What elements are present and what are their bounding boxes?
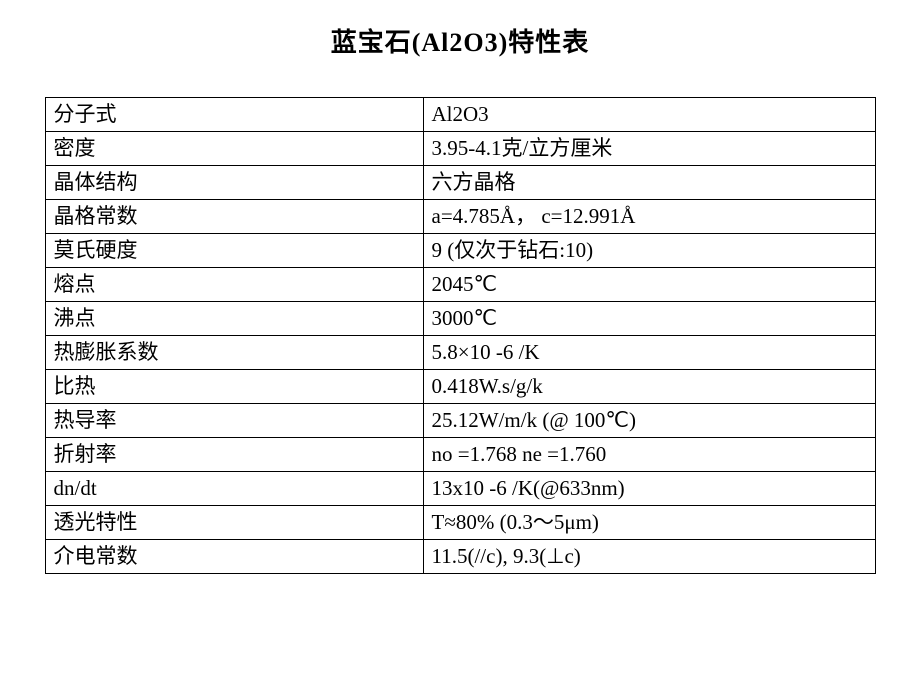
- prop-value: 3000℃: [423, 302, 875, 336]
- page-title: 蓝宝石(Al2O3)特性表: [0, 22, 920, 59]
- table-row: 莫氏硬度 9 (仅次于钻石:10): [45, 234, 875, 268]
- prop-label: 熔点: [45, 268, 423, 302]
- prop-label: dn/dt: [45, 472, 423, 506]
- prop-value: Al2O3: [423, 98, 875, 132]
- table-row: 热膨胀系数 5.8×10 -6 /K: [45, 336, 875, 370]
- table-row: 晶格常数 a=4.785Å， c=12.991Å: [45, 200, 875, 234]
- table-row: 密度 3.95-4.1克/立方厘米: [45, 132, 875, 166]
- prop-label: 晶体结构: [45, 166, 423, 200]
- prop-label: 透光特性: [45, 506, 423, 540]
- prop-value: 六方晶格: [423, 166, 875, 200]
- prop-label: 密度: [45, 132, 423, 166]
- table-row: 晶体结构 六方晶格: [45, 166, 875, 200]
- prop-label: 分子式: [45, 98, 423, 132]
- prop-label: 莫氏硬度: [45, 234, 423, 268]
- table-row: 折射率 no =1.768 ne =1.760: [45, 438, 875, 472]
- prop-value: 11.5(//c), 9.3(⊥c): [423, 540, 875, 574]
- table-row: 分子式 Al2O3: [45, 98, 875, 132]
- prop-label: 折射率: [45, 438, 423, 472]
- prop-label: 沸点: [45, 302, 423, 336]
- prop-value: T≈80% (0.3～5μm): [423, 506, 875, 540]
- prop-value: a=4.785Å， c=12.991Å: [423, 200, 875, 234]
- table-row: 透光特性 T≈80% (0.3～5μm): [45, 506, 875, 540]
- prop-value: no =1.768 ne =1.760: [423, 438, 875, 472]
- table-row: 介电常数 11.5(//c), 9.3(⊥c): [45, 540, 875, 574]
- prop-value: 5.8×10 -6 /K: [423, 336, 875, 370]
- table-row: 比热 0.418W.s/g/k: [45, 370, 875, 404]
- prop-label: 热导率: [45, 404, 423, 438]
- table-row: dn/dt 13x10 -6 /K(@633nm): [45, 472, 875, 506]
- page: 蓝宝石(Al2O3)特性表 分子式 Al2O3 密度 3.95-4.1克/立方厘…: [0, 0, 920, 690]
- prop-value: 2045℃: [423, 268, 875, 302]
- prop-value: 9 (仅次于钻石:10): [423, 234, 875, 268]
- prop-value: 25.12W/m/k (@ 100℃): [423, 404, 875, 438]
- prop-value: 0.418W.s/g/k: [423, 370, 875, 404]
- prop-value: 3.95-4.1克/立方厘米: [423, 132, 875, 166]
- prop-label: 介电常数: [45, 540, 423, 574]
- prop-value: 13x10 -6 /K(@633nm): [423, 472, 875, 506]
- prop-label: 比热: [45, 370, 423, 404]
- table-row: 沸点 3000℃: [45, 302, 875, 336]
- table-row: 熔点 2045℃: [45, 268, 875, 302]
- table-row: 热导率 25.12W/m/k (@ 100℃): [45, 404, 875, 438]
- prop-label: 晶格常数: [45, 200, 423, 234]
- prop-label: 热膨胀系数: [45, 336, 423, 370]
- properties-table: 分子式 Al2O3 密度 3.95-4.1克/立方厘米 晶体结构 六方晶格 晶格…: [45, 97, 876, 574]
